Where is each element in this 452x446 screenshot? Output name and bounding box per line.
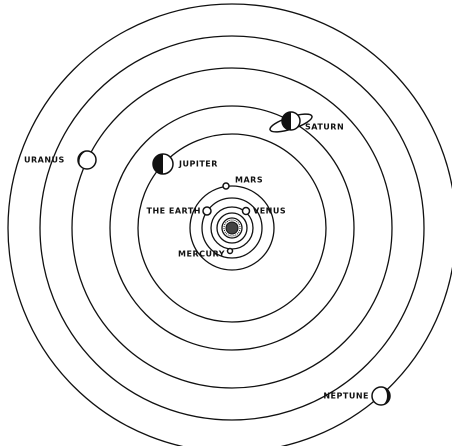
- jupiter: [153, 154, 173, 174]
- label: NEPTUNE: [323, 392, 369, 401]
- mercury: [228, 249, 233, 254]
- sun-body: [226, 222, 238, 234]
- neptune: [372, 387, 390, 405]
- label: MARS: [235, 176, 263, 185]
- label: JUPITER: [178, 160, 218, 169]
- label: VENUS: [253, 207, 286, 216]
- venus: [243, 208, 250, 215]
- label: THE EARTH: [146, 207, 201, 216]
- sun: [224, 220, 240, 236]
- label: SATURN: [305, 123, 344, 132]
- label: URANUS: [24, 156, 65, 165]
- earth: [203, 207, 211, 215]
- planet-shadow: [153, 154, 163, 174]
- label: MERCURY: [178, 250, 225, 259]
- uranus: [78, 151, 96, 169]
- mars: [223, 183, 229, 189]
- solar-system-diagram: URANUS JUPITER SATURN MARS THE EARTH VEN…: [0, 0, 452, 446]
- planet-shadow: [282, 112, 291, 130]
